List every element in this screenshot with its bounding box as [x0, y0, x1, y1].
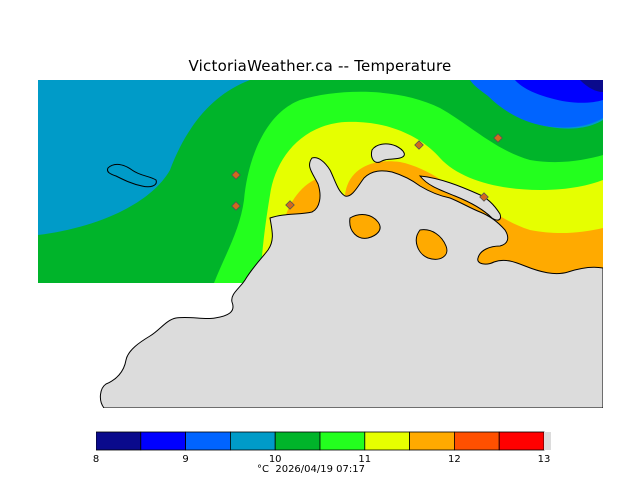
colorbar-tick-label: 11 [358, 454, 372, 465]
station-marker[interactable] [285, 200, 295, 210]
colorbar-cell [140, 431, 186, 451]
station-marker[interactable] [493, 133, 503, 143]
station-markers [231, 133, 503, 211]
west-island [107, 163, 157, 188]
station-marker[interactable] [231, 201, 241, 211]
station-marker[interactable] [231, 170, 241, 180]
colorbar-cell [409, 431, 455, 451]
east-inlet [349, 214, 381, 239]
colorbar-cell [229, 431, 276, 451]
colorbar-cell [274, 431, 321, 451]
colorbar-cell [364, 431, 410, 451]
map-title: VictoriaWeather.ca -- Temperature [188, 57, 452, 75]
northeast-spit [418, 175, 501, 221]
band-8-8-5 [580, 80, 603, 92]
colorbar-tick-label: 8 [92, 454, 100, 465]
colorbar-end-cap [544, 432, 551, 450]
temperature-colorbar [96, 431, 551, 451]
colorbar-cell [453, 431, 500, 451]
station-marker[interactable] [479, 192, 489, 202]
colorbar-tick-label: 10 [268, 454, 282, 465]
colorbar-tick-label: 12 [448, 454, 461, 465]
band-8-5-9 [515, 80, 603, 103]
unit-label: °C [257, 464, 269, 475]
timestamp-label: 2026/04/19 07:17 [275, 464, 365, 475]
land-mass [99, 157, 603, 408]
colorbar-cells [96, 431, 551, 451]
colorbar-tick-label: 13 [537, 454, 551, 465]
colorbar-cell [96, 431, 142, 451]
south-inlet [415, 229, 448, 260]
colorbar-cell [498, 431, 545, 451]
station-marker[interactable] [414, 140, 424, 150]
legend-caption: °C 2026/04/19 07:17 [257, 464, 365, 475]
northern-spit [371, 143, 405, 163]
colorbar-cell [319, 431, 366, 451]
colorbar-cell [185, 431, 231, 451]
colorbar-tick-label: 9 [182, 454, 189, 465]
temperature-field [38, 80, 603, 408]
